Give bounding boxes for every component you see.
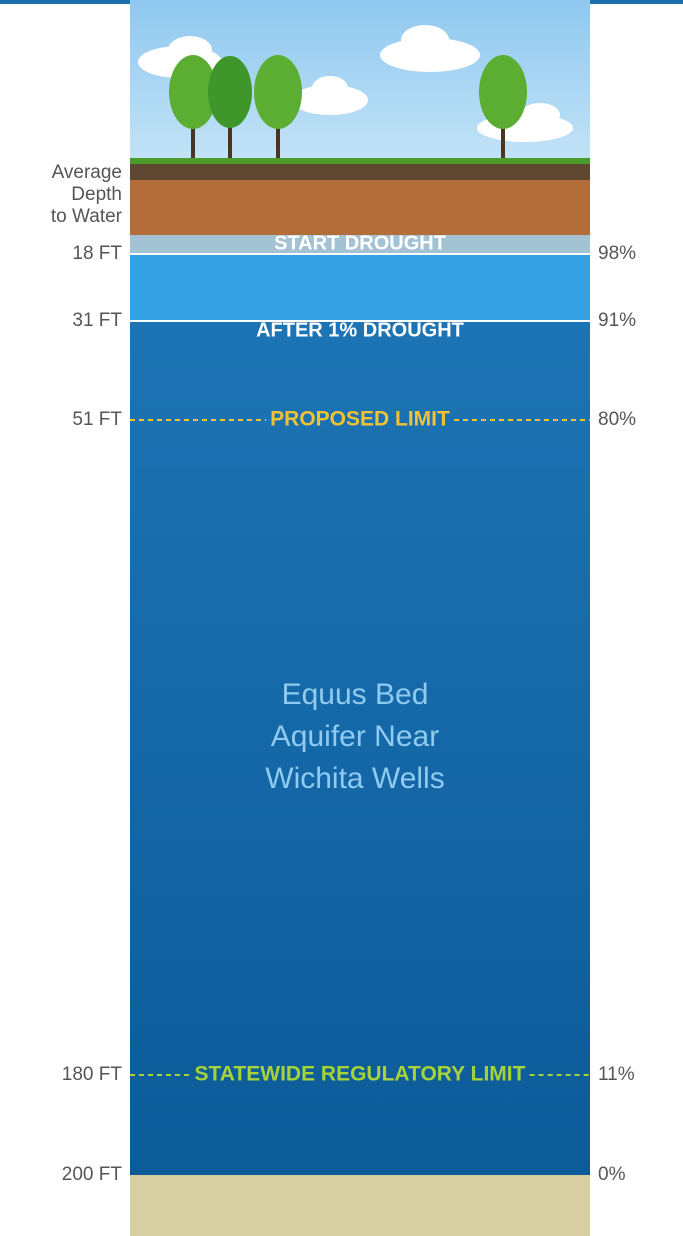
axis-title: to Water [51,206,123,227]
axis-title: Average [52,162,122,183]
soil [130,180,590,235]
depth-label: 180 FT [62,1064,123,1085]
level-label: STATEWIDE REGULATORY LIMIT [195,1063,526,1086]
grass [130,158,590,164]
level-label: AFTER 1% DROUGHT [256,319,464,341]
drought-zone [130,255,590,321]
depth-label: 18 FT [72,243,122,264]
bedrock [130,1175,590,1236]
level-label: START DROUGHT [274,232,446,254]
percent-label: 80% [598,409,636,430]
depth-label: 51 FT [72,409,122,430]
topsoil [130,164,590,180]
percent-label: 91% [598,310,636,331]
depth-label: 200 FT [62,1164,123,1185]
percent-label: 98% [598,243,636,264]
percent-label: 0% [598,1164,626,1185]
percent-label: 11% [598,1064,635,1085]
infographic: AverageDepthto Water 18 FT 98% START DROUGH… [0,0,683,1236]
aquifer-name: Equus Bed [282,678,429,711]
aquifer-name: Wichita Wells [265,762,444,795]
axis-title: Depth [71,184,122,205]
depth-label: 31 FT [72,310,122,331]
level-label: PROPOSED LIMIT [270,408,450,431]
aquifer-name: Aquifer Near [271,720,439,753]
